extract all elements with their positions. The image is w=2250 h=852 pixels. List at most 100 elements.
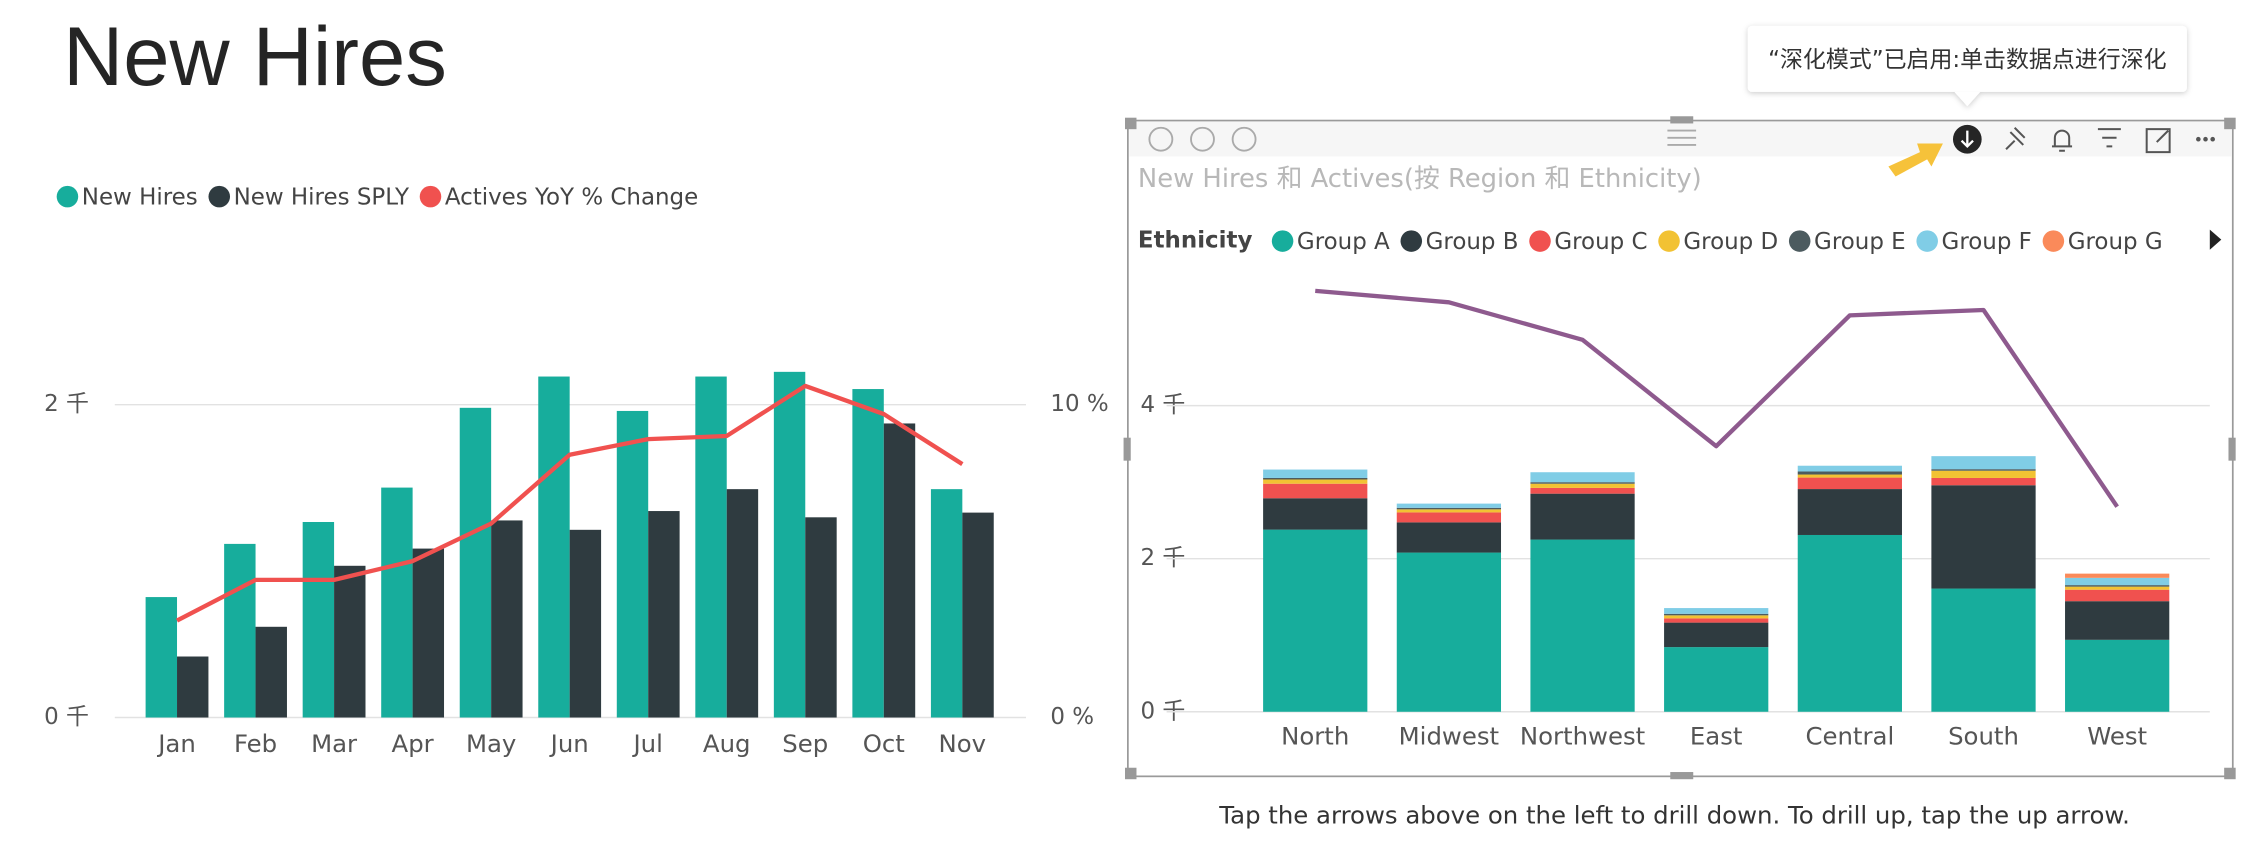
bar[interactable] — [1664, 618, 1769, 623]
bar[interactable] — [224, 543, 256, 718]
more-button[interactable] — [2196, 136, 2215, 142]
x-tick-label: Mar — [311, 729, 358, 758]
bar[interactable] — [805, 517, 837, 718]
bar[interactable] — [1797, 489, 1902, 535]
bar[interactable] — [1396, 522, 1502, 553]
bar[interactable] — [1263, 483, 1368, 499]
bar[interactable] — [302, 521, 335, 718]
bar[interactable] — [1664, 647, 1769, 712]
x-tick-label: Apr — [392, 729, 435, 758]
caption: Tap the arrows above on the left to dril… — [1218, 801, 2130, 830]
bar[interactable] — [1263, 498, 1368, 530]
focus-button[interactable] — [2145, 128, 2171, 154]
bar[interactable] — [177, 656, 209, 718]
tooltip-box — [1747, 25, 2187, 107]
bar[interactable] — [1530, 539, 1635, 712]
bar[interactable] — [1664, 615, 1769, 619]
bar[interactable] — [1664, 608, 1769, 614]
expand-hierarchy-button[interactable] — [1231, 126, 1257, 152]
bar[interactable] — [1931, 485, 2036, 589]
visual-title: New Hires 和 Actives(按 Region 和 Ethnicity… — [1138, 164, 1702, 194]
bar[interactable] — [1263, 477, 1368, 480]
frame-handles — [1123, 116, 2236, 780]
bar[interactable] — [1530, 472, 1635, 483]
bar[interactable] — [1530, 482, 1635, 484]
bar[interactable] — [1530, 487, 1635, 494]
bar[interactable] — [1931, 477, 2036, 486]
bar[interactable] — [773, 371, 806, 718]
bar[interactable] — [616, 410, 649, 718]
bar[interactable] — [2065, 585, 2170, 587]
pointer-arrow — [1888, 143, 1943, 177]
bar[interactable] — [1530, 483, 1635, 488]
bar[interactable] — [381, 487, 413, 718]
bar[interactable] — [491, 520, 523, 718]
bar[interactable] — [2065, 577, 2170, 586]
legend-next-arrow[interactable] — [2209, 229, 2222, 250]
x-tick-label: Jul — [631, 729, 662, 758]
bar[interactable] — [1396, 552, 1502, 712]
bar[interactable] — [883, 423, 916, 718]
bar[interactable] — [2065, 589, 2170, 602]
bar[interactable] — [695, 376, 727, 718]
bar[interactable] — [1797, 465, 1902, 472]
bar[interactable] — [1797, 477, 1902, 490]
y2-tick-label: 10 % — [1050, 391, 1108, 417]
bar[interactable] — [1263, 479, 1368, 484]
bar[interactable] — [962, 512, 994, 718]
drill-up-button[interactable] — [1148, 126, 1174, 152]
drag-handle[interactable] — [1667, 129, 1697, 146]
x-tick-label: Nov — [939, 729, 987, 758]
bar[interactable] — [1263, 469, 1368, 478]
legend-label: Group D — [1683, 229, 1778, 255]
bar[interactable] — [1931, 456, 2036, 470]
bar[interactable] — [726, 489, 759, 718]
filter-button[interactable] — [2097, 128, 2121, 148]
legend-marker — [1916, 230, 1938, 252]
visual-header — [1129, 122, 2232, 157]
bar[interactable] — [1664, 613, 1769, 616]
bar[interactable] — [255, 626, 287, 718]
legend-label: New Hires SPLY — [234, 185, 410, 211]
bar[interactable] — [334, 565, 366, 718]
bar[interactable] — [1263, 529, 1368, 712]
bar[interactable] — [2065, 601, 2170, 640]
bar[interactable] — [2065, 573, 2170, 578]
bar[interactable] — [145, 597, 178, 718]
alert-button[interactable] — [2051, 129, 2073, 152]
bar[interactable] — [852, 389, 884, 718]
bar[interactable] — [412, 548, 445, 718]
bar[interactable] — [1396, 507, 1502, 510]
x-tick-label: Aug — [703, 729, 751, 758]
bar[interactable] — [1530, 493, 1635, 540]
bar[interactable] — [1931, 470, 2036, 478]
bar[interactable] — [1396, 509, 1502, 513]
bar[interactable] — [1664, 622, 1769, 648]
bar[interactable] — [1797, 534, 1902, 712]
legend-marker — [1400, 230, 1423, 252]
bar[interactable] — [569, 529, 602, 718]
y-tick-label: 0 千 — [44, 704, 89, 730]
bar[interactable] — [1931, 588, 2036, 712]
bar[interactable] — [1797, 474, 1902, 478]
bar[interactable] — [2065, 639, 2170, 712]
drill-next-button[interactable] — [1190, 126, 1215, 152]
bar[interactable] — [1396, 503, 1502, 508]
bar[interactable] — [2065, 586, 2170, 590]
pin-button[interactable] — [2005, 127, 2026, 150]
legend-label: Actives YoY % Change — [445, 185, 698, 211]
legend-label: Group G — [2068, 229, 2163, 255]
x-tick-label: May — [466, 729, 516, 758]
bar[interactable] — [538, 376, 570, 718]
x-tick-label: Jun — [549, 729, 589, 758]
bar[interactable] — [648, 511, 680, 718]
bar[interactable] — [930, 489, 963, 718]
bar[interactable] — [1931, 469, 2036, 471]
legend-marker — [1529, 230, 1551, 252]
legend-label: Group E — [1814, 229, 1906, 255]
bar[interactable] — [459, 407, 492, 718]
bar[interactable] — [1797, 471, 1902, 475]
x-tick-label: West — [2087, 722, 2147, 751]
bar[interactable] — [1396, 512, 1502, 523]
